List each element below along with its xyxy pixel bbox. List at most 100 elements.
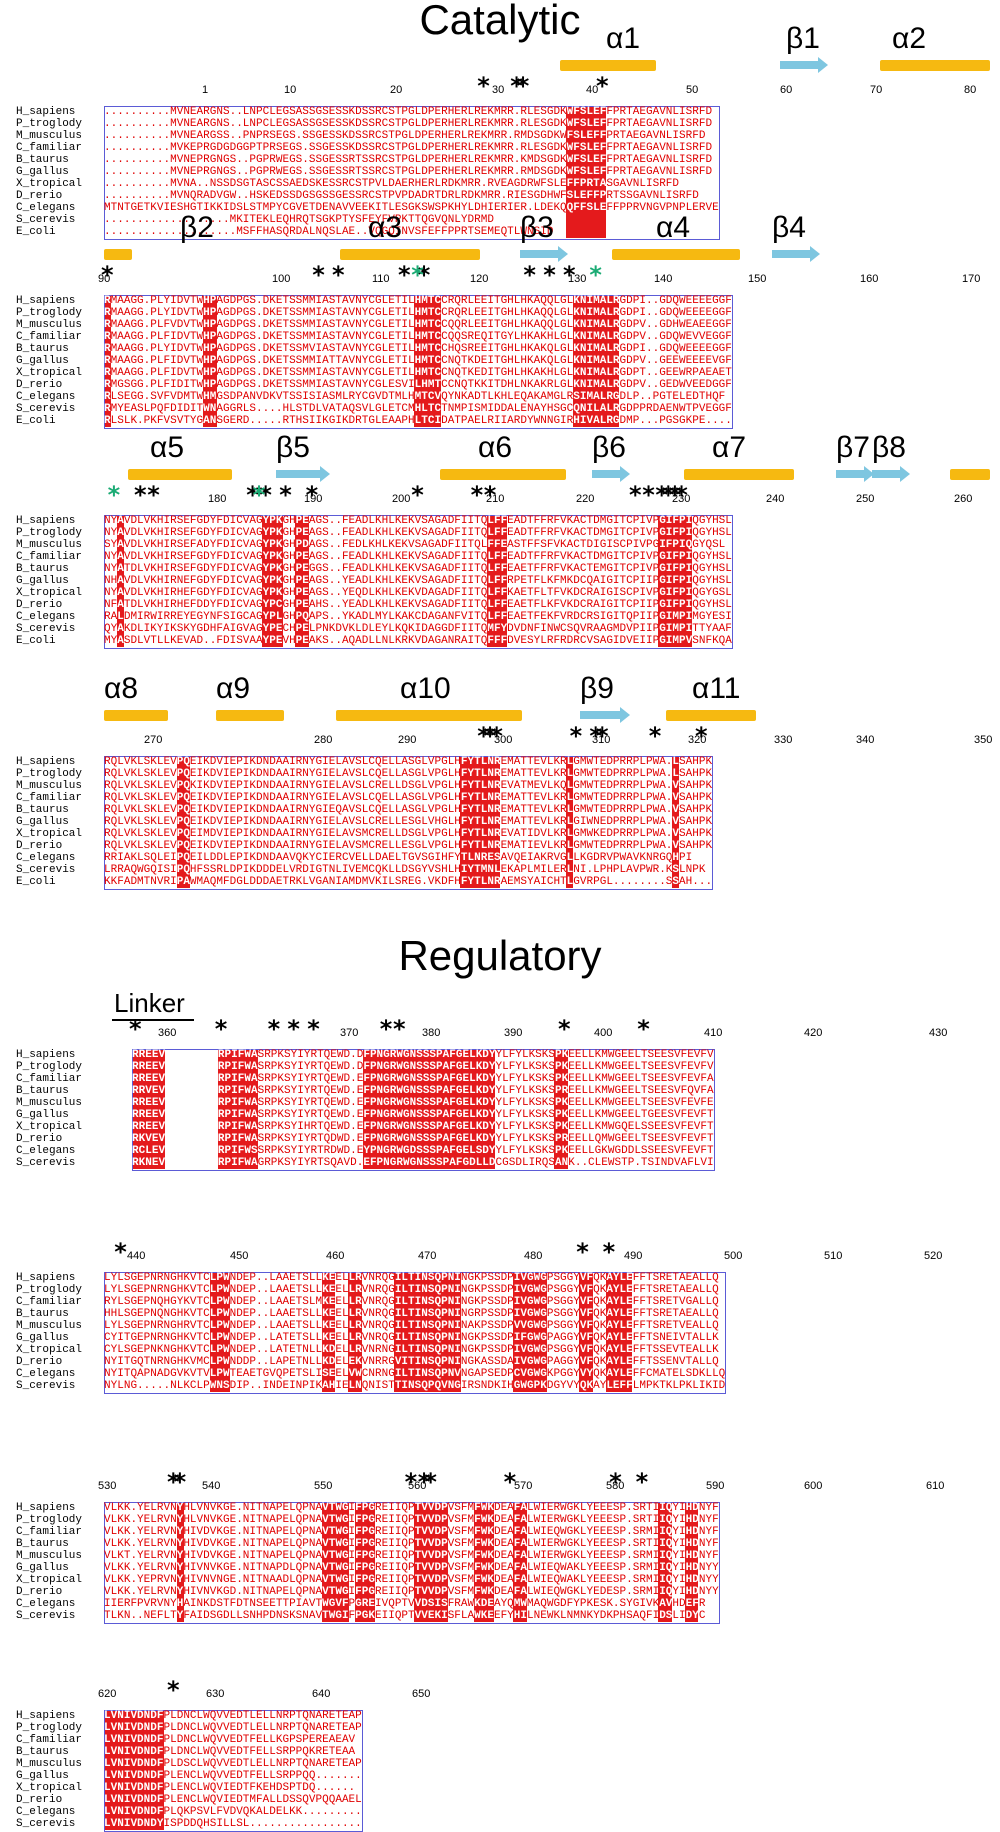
similarity-box <box>104 295 733 429</box>
conserved-column-highlight <box>237 1049 245 1169</box>
position-tick-label: 70 <box>870 84 883 96</box>
sequence-row: VLKK.YEPRVNYHIVNVNGE.NITNAADLQPNAVTWGIFP… <box>104 1574 719 1586</box>
secondary-structure-label: β3 <box>520 211 554 244</box>
position-tick-label: 530 <box>98 1480 117 1492</box>
sequence-row: VLKT.YELRVNYHIVDVKGE.NITNAPELQPNAVTWGIFP… <box>104 1550 719 1562</box>
key-residue-star: * <box>490 722 503 750</box>
species-name: M_musculus <box>16 539 83 551</box>
conserved-column-highlight <box>473 1502 481 1622</box>
conserved-column-highlight <box>684 1502 692 1622</box>
conserved-column-highlight <box>231 1049 238 1169</box>
conserved-column-highlight <box>414 295 422 427</box>
helix-bar <box>950 469 990 480</box>
sequence-rows: RQLVKLSKLEVPQEIKDVIEPIKDNDAAIRNYGIELAVSL… <box>104 756 712 888</box>
key-residue-star: * <box>602 1238 616 1266</box>
position-tick-label: 80 <box>964 84 977 96</box>
sequence-row: VLKK.YELRVNYHLVNVKGE.NITNAPELQPNAVTWGIFP… <box>104 1502 719 1514</box>
species-name: B_taurus <box>16 154 69 166</box>
conserved-column-highlight <box>691 1502 699 1622</box>
conserved-column-highlight <box>561 1049 568 1169</box>
position-tick-label: 330 <box>774 734 793 746</box>
conserved-column-highlight <box>401 1272 408 1392</box>
conserved-column-highlight <box>519 1502 527 1622</box>
sequence-row: RREEV RPIFWASRPKSYIYRTQEWD.DFPNGRWGNSSSP… <box>132 1061 714 1073</box>
conserved-column-highlight <box>488 1049 496 1169</box>
sequence-row: ..........MVNEPRGNGS..PGPRWEGS.SSGESSRTS… <box>104 154 713 166</box>
position-tick-label: 460 <box>326 1250 345 1262</box>
position-tick-label: 390 <box>504 1027 523 1039</box>
sequence-row: ..........MVNEARGSS..PNPRSEGS.SSGESSKDSS… <box>104 130 706 142</box>
conserved-column-highlight <box>382 1049 390 1169</box>
species-name: C_elegans <box>16 1806 76 1818</box>
conserved-column-highlight <box>104 1710 111 1830</box>
key-residue-star: * <box>332 261 345 289</box>
conserved-column-highlight <box>137 1710 144 1830</box>
conserved-column-highlight <box>599 295 606 427</box>
helix-bar <box>684 469 794 480</box>
species-name: H_sapiens <box>16 295 76 307</box>
position-tick-label: 360 <box>158 1027 177 1039</box>
position-tick-label: 120 <box>470 273 489 285</box>
similarity-box <box>104 756 714 890</box>
secondary-structure-label: α2 <box>892 22 927 55</box>
key-residue-star: * <box>411 481 424 509</box>
species-name-column: H_sapiens P_troglody C_familiar B_taurus M_m… <box>16 1049 82 1169</box>
conserved-column-highlight <box>513 1272 521 1392</box>
key-residue-star: * <box>287 1015 300 1043</box>
position-tick-label: 520 <box>924 1250 943 1262</box>
conserved-column-highlight <box>250 1049 258 1169</box>
position-tick-label: 490 <box>624 1250 643 1262</box>
secondary-structure-label: β7 <box>836 431 870 464</box>
conserved-column-highlight <box>150 1710 158 1830</box>
key-residue-star: * <box>642 481 655 509</box>
key-residue-star: * <box>379 1015 393 1043</box>
key-residue-star: * <box>695 722 708 750</box>
species-name: M_musculus <box>16 319 83 331</box>
conserved-column-highlight <box>605 295 613 427</box>
helix-bar <box>666 710 756 721</box>
sequence-rows: VLKK.YELRVNYHLVNVKGE.NITNAPELQPNAVTWGIFP… <box>104 1502 719 1622</box>
sequence-row: RRIAKLSQLEIPQEILDDLEPIKDNDAAVQKYCIERCVEL… <box>104 852 693 864</box>
conserved-column-highlight <box>442 1049 450 1169</box>
conserved-column-highlight <box>117 515 125 647</box>
position-tick-label: 210 <box>486 493 505 505</box>
conserved-column-highlight <box>585 106 593 238</box>
species-name: P_troglody <box>16 307 83 319</box>
species-name: M_musculus <box>16 1550 83 1562</box>
similarity-box <box>104 1272 727 1394</box>
species-name: X_tropical <box>16 1344 83 1356</box>
sequence-row: NYITGQTNRNGHKVMCLPWNDDP..LAPETNLLKDELEKV… <box>104 1356 719 1368</box>
sequence-row: RREEV RPIFWASRPKSYIYRTQEWD.EFPNGRWGNSSSP… <box>132 1109 714 1121</box>
sequence-row: RMAAGG.PLFVDVTWHPAGDPGS.DKETSSMMIASTAVNY… <box>104 319 732 331</box>
conserved-column-highlight <box>585 295 593 427</box>
sequence-row: LYLSGEPNRNGHKVTCLPWNDEP..LAAETSLLKEELLRV… <box>104 1272 719 1284</box>
key-residue-star: * <box>477 722 490 750</box>
species-name: P_troglody <box>16 1284 83 1296</box>
species-name: P_troglody <box>16 527 83 539</box>
species-name-column: H_sapiens P_troglody M_musculus C_familiar B… <box>16 756 82 888</box>
species-name: X_tropical <box>16 367 83 379</box>
key-residue-star: * <box>576 1238 589 1266</box>
sequence-row: LVNIVDNDFPLDNCLWQVVEDTFELLSRPPQKRETEAA <box>104 1746 356 1758</box>
alt-residue-star: * <box>107 481 121 509</box>
sequence-row: RMAAGG.PLFIDVTWHPAGDPGS.DKETSSMMIASTAVNY… <box>104 367 732 379</box>
key-residue-star: * <box>609 1468 622 1496</box>
conserved-column-highlight <box>440 1502 448 1622</box>
species-name: C_elegans <box>16 1368 76 1380</box>
secondary-structure-label: β4 <box>772 211 806 244</box>
key-residue-star: * <box>279 481 292 509</box>
conserved-column-highlight <box>402 1049 410 1169</box>
key-residue-star: * <box>558 1015 571 1043</box>
species-name: D_rerio <box>16 1586 63 1598</box>
key-residue-star: * <box>417 261 431 289</box>
similarity-box <box>132 1049 715 1171</box>
species-name: H_sapiens <box>16 1710 76 1722</box>
strand-arrow <box>836 466 874 482</box>
species-name: B_taurus <box>16 1538 69 1550</box>
key-residue-star: * <box>417 1468 431 1496</box>
key-residue-star: * <box>173 1468 187 1496</box>
conserved-column-highlight <box>209 295 217 427</box>
position-tick-label: 540 <box>202 1480 221 1492</box>
conserved-column-highlight <box>612 295 620 427</box>
position-tick-label: 190 <box>304 493 323 505</box>
